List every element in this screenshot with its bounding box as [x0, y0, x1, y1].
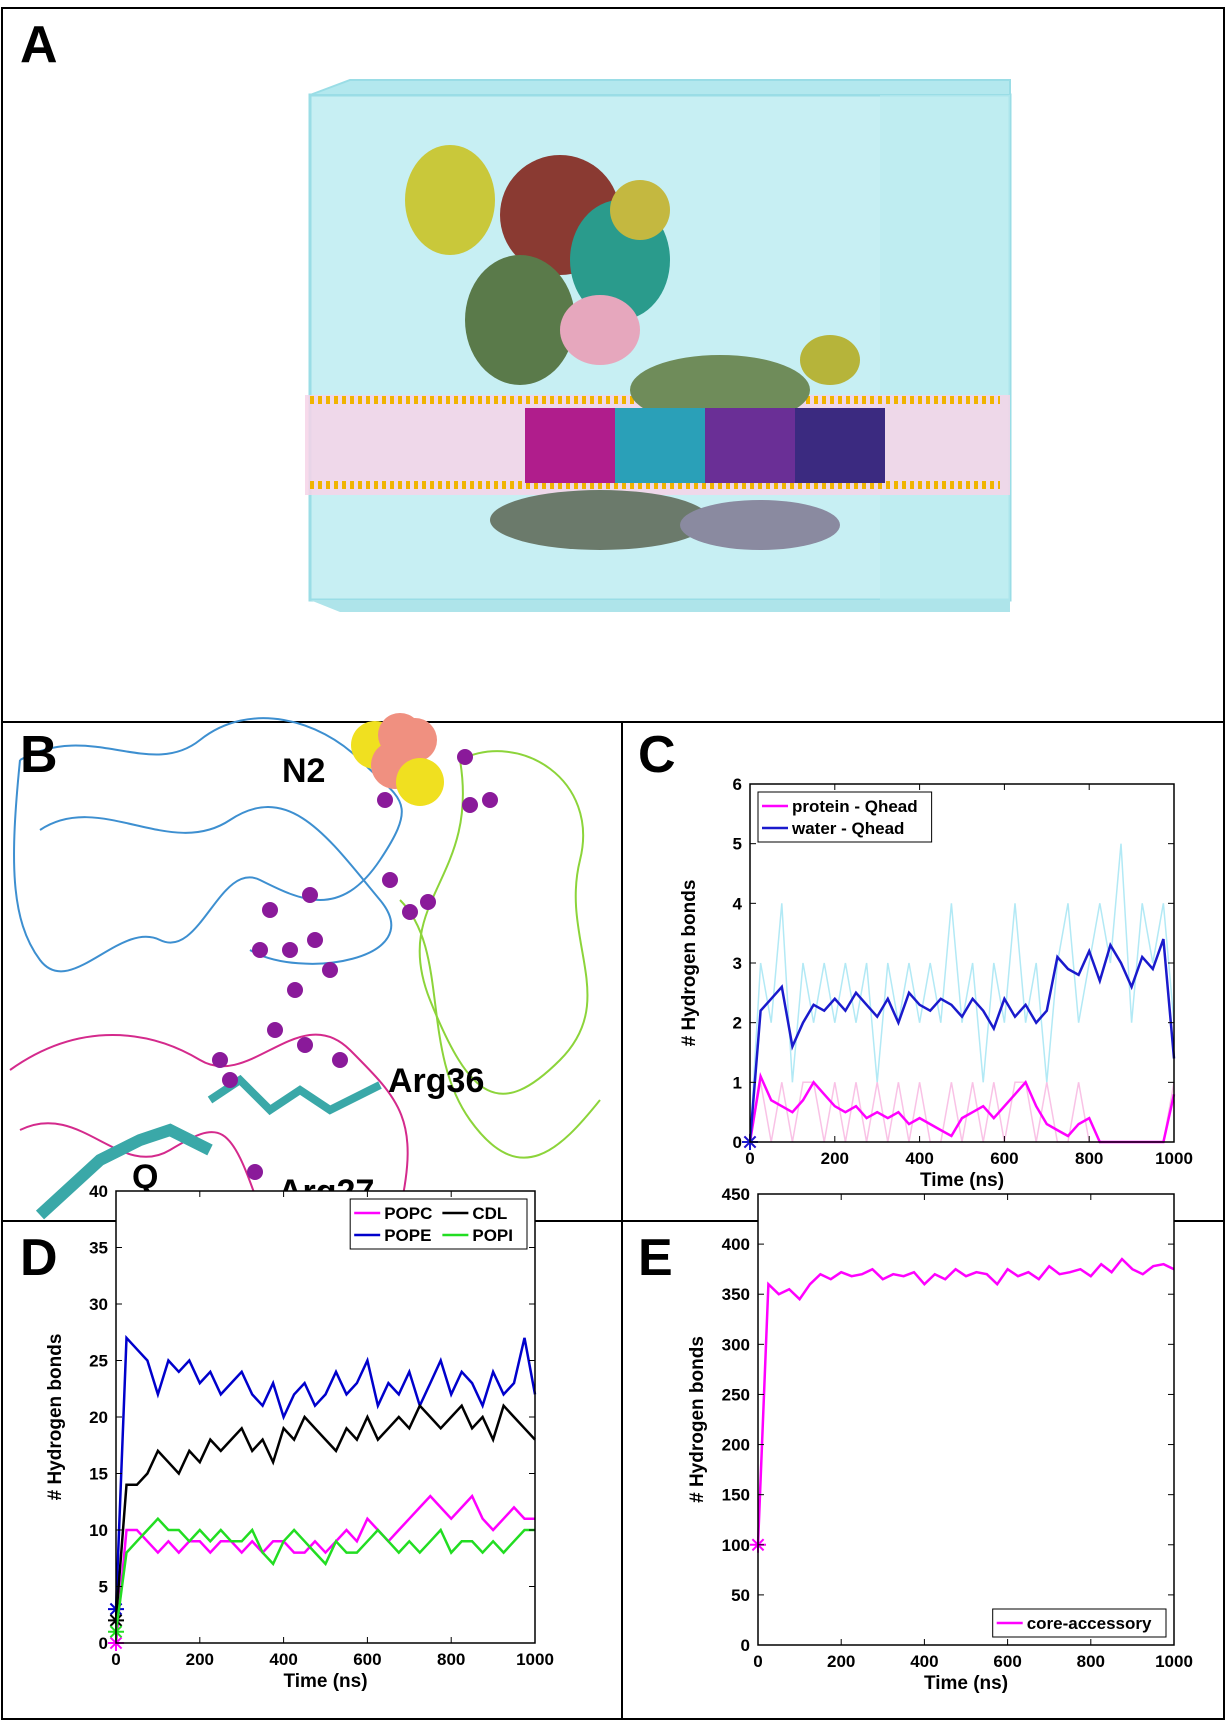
x-tick-label: 1000 [516, 1650, 554, 1669]
y-tick-label: 30 [89, 1295, 108, 1314]
panel-label: B [20, 726, 58, 784]
data-line [114, 1334, 537, 1610]
legend-label: core-accessory [1027, 1614, 1152, 1633]
x-tick-label: 200 [821, 1149, 849, 1168]
data-line [756, 1257, 1175, 1545]
figure-frame [1, 7, 1225, 1720]
x-tick-label: 400 [269, 1650, 297, 1669]
y-tick-label: 1 [733, 1073, 742, 1092]
y-tick-label: 40 [89, 1182, 108, 1201]
water-molecules [212, 749, 498, 1213]
annotation: Q [132, 1158, 158, 1196]
x-tick-label: 800 [1075, 1149, 1103, 1168]
y-tick-label: 25 [89, 1352, 108, 1371]
x-axis-label: Time (ns) [283, 1671, 367, 1692]
iron-sulfur-cluster [351, 713, 444, 806]
legend-box [757, 791, 933, 843]
y-tick-label: 400 [722, 1235, 750, 1254]
x-tick-label: 0 [753, 1652, 762, 1671]
binding-site-image [9, 717, 601, 1220]
x-tick-label: 600 [353, 1650, 381, 1669]
plot-area [750, 784, 1174, 1142]
y-tick-label: 50 [731, 1586, 750, 1605]
y-tick-label: 5 [733, 835, 742, 854]
y-tick-label: 100 [722, 1536, 750, 1555]
y-tick-label: 20 [89, 1408, 108, 1427]
y-tick-label: 2 [733, 1014, 742, 1033]
legend: protein - Qhead water - Qhead [757, 791, 933, 843]
y-tick-label: 0 [741, 1636, 750, 1655]
data-line [114, 1516, 535, 1632]
x-tick-label: 400 [910, 1652, 938, 1671]
x-tick-label: 800 [437, 1650, 465, 1669]
annotation: N2 [282, 752, 325, 790]
y-tick-label: 0 [99, 1634, 108, 1653]
plot-area [116, 1191, 535, 1643]
y-tick-label: 15 [89, 1465, 108, 1484]
x-tick-label: 600 [990, 1149, 1018, 1168]
x-tick-label: 400 [905, 1149, 933, 1168]
x-tick-label: 1000 [1155, 1652, 1193, 1671]
raw-data-line [749, 843, 1175, 1143]
legend-label: POPC [384, 1204, 432, 1223]
y-tick-label: 5 [99, 1578, 108, 1597]
y-tick-label: 4 [733, 894, 743, 913]
x-tick-label: 200 [827, 1652, 855, 1671]
panel-label: A [20, 16, 58, 74]
legend-label: POPE [384, 1226, 431, 1245]
legend: POPC POPE CDL POPI [349, 1198, 528, 1250]
y-tick-label: 6 [733, 775, 742, 794]
panel-label: C [638, 726, 676, 784]
y-tick-label: 450 [722, 1185, 750, 1204]
y-tick-label: 3 [733, 954, 742, 973]
legend-label: water - Qhead [791, 819, 904, 838]
data-line [114, 1493, 535, 1644]
legend-label: protein - Qhead [792, 797, 918, 816]
data-line [748, 938, 1176, 1143]
y-tick-label: 0 [733, 1133, 742, 1152]
x-tick-label: 200 [186, 1650, 214, 1669]
panel-label: E [638, 1229, 673, 1287]
x-tick-label: 0 [745, 1149, 754, 1168]
data-line [114, 1403, 536, 1621]
y-axis-label: # Hydrogen bonds [687, 1336, 708, 1503]
legend-label: POPI [472, 1226, 513, 1245]
simulation-box-image [305, 79, 1012, 612]
legend-label: CDL [472, 1204, 507, 1223]
x-tick-label: 600 [993, 1652, 1021, 1671]
x-tick-label: 0 [111, 1650, 120, 1669]
legend-box [349, 1198, 528, 1250]
annotation: Arg36 [388, 1062, 484, 1100]
y-tick-label: 35 [89, 1239, 108, 1258]
x-axis-label: Time (ns) [920, 1170, 1004, 1191]
y-axis-label: # Hydrogen bonds [45, 1334, 66, 1501]
x-tick-label: 800 [1077, 1652, 1105, 1671]
x-axis-label: Time (ns) [924, 1673, 1008, 1694]
y-tick-label: 350 [722, 1285, 750, 1304]
panel-label: D [20, 1229, 58, 1287]
y-tick-label: 250 [722, 1385, 750, 1404]
y-axis-label: # Hydrogen bonds [679, 880, 700, 1047]
x-tick-label: 1000 [1155, 1149, 1193, 1168]
y-tick-label: 200 [722, 1436, 750, 1455]
y-tick-label: 10 [89, 1521, 108, 1540]
legend: core-accessory [992, 1608, 1167, 1638]
plot-area [758, 1194, 1174, 1645]
y-tick-label: 300 [722, 1335, 750, 1354]
y-tick-label: 150 [722, 1486, 750, 1505]
plot-frame [757, 1193, 1175, 1646]
